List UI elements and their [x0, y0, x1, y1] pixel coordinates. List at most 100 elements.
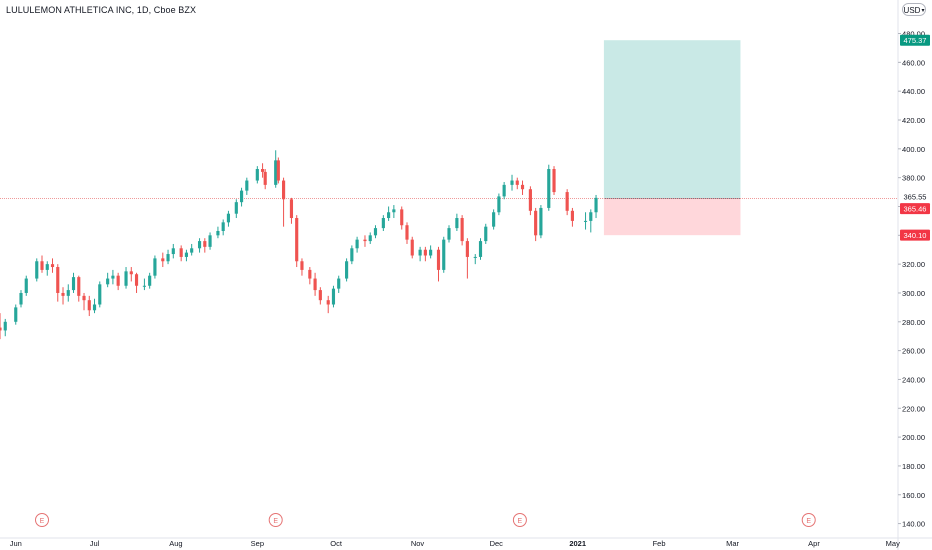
- candle-body[interactable]: [234, 202, 238, 214]
- candle-body[interactable]: [484, 226, 488, 242]
- candle-body[interactable]: [337, 278, 341, 289]
- candle-body[interactable]: [87, 300, 91, 311]
- candle-body[interactable]: [197, 241, 202, 249]
- candle-body[interactable]: [515, 180, 519, 185]
- candle-body[interactable]: [71, 277, 76, 291]
- candle-body[interactable]: [245, 180, 249, 191]
- candle-body[interactable]: [345, 261, 349, 279]
- candle-body[interactable]: [405, 225, 409, 240]
- candle-body[interactable]: [3, 321, 7, 331]
- candle-body[interactable]: [410, 239, 414, 256]
- candle-body[interactable]: [153, 258, 157, 276]
- earnings-marker-icon[interactable]: [512, 513, 527, 527]
- candle-body[interactable]: [171, 248, 175, 255]
- candle-body[interactable]: [221, 222, 225, 231]
- candle-body[interactable]: [418, 249, 422, 256]
- candle-body[interactable]: [447, 228, 451, 240]
- candle-body[interactable]: [502, 184, 506, 197]
- candle-body[interactable]: [161, 258, 165, 262]
- candle-body[interactable]: [455, 218, 459, 229]
- candle-body[interactable]: [478, 241, 483, 257]
- candle-body[interactable]: [61, 292, 65, 296]
- candle-body[interactable]: [129, 271, 133, 275]
- candle-body[interactable]: [547, 169, 551, 208]
- candle-body[interactable]: [276, 160, 280, 181]
- candle-body[interactable]: [82, 295, 86, 301]
- candle-body[interactable]: [423, 249, 427, 256]
- candle-body[interactable]: [429, 249, 433, 256]
- candle-body[interactable]: [226, 213, 231, 223]
- candle-body[interactable]: [570, 210, 574, 221]
- candle-body[interactable]: [442, 239, 446, 270]
- candle-body[interactable]: [203, 241, 207, 247]
- candle-body[interactable]: [255, 169, 259, 181]
- candle-body[interactable]: [142, 285, 146, 287]
- candle-body[interactable]: [216, 230, 220, 236]
- candle-body[interactable]: [565, 192, 569, 211]
- candle-body[interactable]: [392, 209, 396, 213]
- candle-body[interactable]: [387, 212, 391, 219]
- candle-body[interactable]: [534, 210, 538, 236]
- candle-body[interactable]: [381, 218, 385, 229]
- candle-body[interactable]: [313, 278, 317, 291]
- candle-body[interactable]: [35, 261, 39, 279]
- candle-body[interactable]: [184, 252, 189, 257]
- candle-body[interactable]: [40, 261, 44, 270]
- candle-body[interactable]: [111, 275, 115, 279]
- candle-body[interactable]: [497, 196, 501, 213]
- currency-selector[interactable]: USD▾: [902, 3, 926, 16]
- candle-body[interactable]: [289, 199, 294, 219]
- candle-body[interactable]: [50, 264, 55, 268]
- candle-body[interactable]: [300, 261, 304, 270]
- candle-body[interactable]: [24, 278, 28, 293]
- candle-body[interactable]: [552, 169, 556, 193]
- candle-body[interactable]: [510, 180, 514, 185]
- candle-body[interactable]: [460, 218, 464, 242]
- candle-body[interactable]: [66, 290, 70, 296]
- candle-body[interactable]: [363, 239, 367, 242]
- candle-body[interactable]: [0, 327, 2, 331]
- candle-body[interactable]: [355, 239, 359, 249]
- candle-body[interactable]: [589, 212, 593, 221]
- candle-body[interactable]: [326, 300, 330, 305]
- candle-body[interactable]: [465, 241, 469, 257]
- earnings-marker-icon[interactable]: [268, 513, 283, 527]
- candle-body[interactable]: [492, 212, 496, 227]
- candle-body[interactable]: [116, 275, 120, 286]
- candle-body[interactable]: [308, 269, 312, 279]
- candle-body[interactable]: [98, 284, 102, 305]
- candle-body[interactable]: [520, 184, 525, 190]
- candle-body[interactable]: [92, 304, 97, 311]
- candle-body[interactable]: [179, 248, 183, 257]
- candle-body[interactable]: [400, 209, 404, 226]
- candle-body[interactable]: [282, 180, 286, 200]
- candle-body[interactable]: [368, 235, 372, 242]
- target-zone[interactable]: [603, 40, 741, 199]
- candle-body[interactable]: [56, 267, 60, 293]
- candle-body[interactable]: [166, 254, 170, 262]
- candle-body[interactable]: [208, 235, 212, 247]
- candle-body[interactable]: [239, 190, 244, 203]
- candle-body[interactable]: [134, 274, 139, 286]
- stop-zone[interactable]: [603, 198, 741, 236]
- candle-body[interactable]: [190, 248, 194, 253]
- candle-body[interactable]: [263, 171, 267, 185]
- candle-body[interactable]: [594, 197, 598, 213]
- candle-body[interactable]: [539, 207, 543, 236]
- candle-body[interactable]: [373, 228, 378, 236]
- earnings-marker-icon[interactable]: [35, 513, 50, 527]
- candle-body[interactable]: [436, 249, 441, 270]
- candle-body[interactable]: [77, 277, 81, 296]
- candle-body[interactable]: [19, 292, 23, 305]
- candle-body[interactable]: [295, 218, 299, 262]
- candle-body[interactable]: [124, 271, 128, 286]
- candle-body[interactable]: [318, 290, 322, 301]
- earnings-marker-icon[interactable]: [801, 513, 816, 527]
- candle-body[interactable]: [528, 189, 532, 211]
- candle-body[interactable]: [583, 220, 588, 222]
- candle-body[interactable]: [106, 278, 110, 285]
- candle-body[interactable]: [331, 288, 336, 305]
- candle-body[interactable]: [14, 307, 18, 322]
- candle-body[interactable]: [473, 256, 477, 258]
